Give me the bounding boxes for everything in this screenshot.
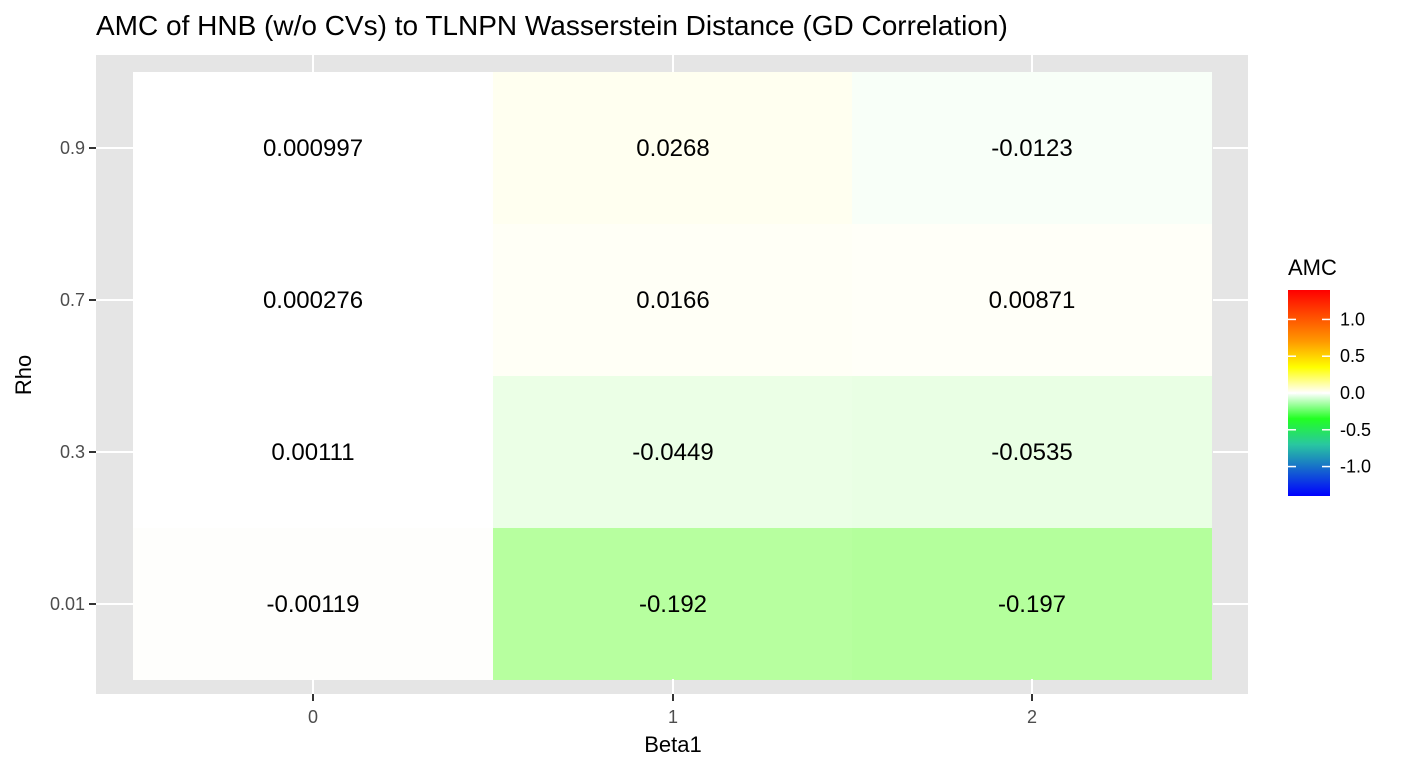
cell-value-label: -0.0535 [991,439,1072,466]
heatmap-cells [133,72,1212,680]
cell-value-label: 0.00871 [989,287,1076,314]
x-tick-label: 0 [308,707,318,727]
color-legend: AMC 1.0 0.5 0.0 -0.5 -1.0 [1288,255,1371,496]
y-tick-label: 0.7 [60,290,85,310]
heatmap-cell [852,72,1212,224]
y-tick-label: 0.3 [60,442,85,462]
heatmap-cell [852,528,1212,680]
legend-tick-label: -0.5 [1340,420,1371,440]
cell-value-label: -0.197 [998,591,1066,618]
heatmap-cell [133,528,493,680]
cell-value-label: 0.000276 [263,287,363,314]
y-tick-label: 0.01 [50,594,85,614]
heatmap-cell [852,376,1212,528]
legend-tick-label: 1.0 [1340,309,1365,329]
y-axis-title: Rho [11,355,36,395]
heatmap-cell [493,72,853,224]
heatmap-cell [493,224,853,376]
heatmap-cell [133,376,493,528]
x-tick-label: 2 [1027,707,1037,727]
cell-value-label: 0.0268 [636,135,709,162]
legend-title: AMC [1288,255,1337,280]
cell-value-label: 0.00111 [271,439,354,466]
legend-tick-label: -1.0 [1340,457,1371,477]
y-tick-label: 0.9 [60,138,85,158]
heatmap-cell [493,376,853,528]
legend-tick-label: 0.0 [1340,383,1365,403]
cell-value-label: 0.0166 [636,287,709,314]
x-tick-label: 1 [668,707,678,727]
axes: 0 1 2 0.01 0.3 0.7 0.9 [50,138,1037,727]
heatmap-cell [852,224,1212,376]
grid-lines [96,55,1248,694]
cell-value-label: 0.000997 [263,135,363,162]
heatmap-cell [493,528,853,680]
cell-value-label: -0.00119 [267,591,360,618]
heatmap-cell [133,72,493,224]
x-axis-title: Beta1 [644,732,702,757]
cell-value-label: -0.0123 [991,135,1072,162]
cell-value-label: -0.0449 [632,439,713,466]
heatmap-cell [133,224,493,376]
cell-value-label: -0.192 [639,591,707,618]
chart-title: AMC of HNB (w/o CVs) to TLNPN Wasserstei… [96,10,1008,41]
cell-labels: 0.000997 0.0268 -0.0123 0.000276 0.0166 0.008… [263,135,1075,618]
legend-tick-label: 0.5 [1340,346,1365,366]
